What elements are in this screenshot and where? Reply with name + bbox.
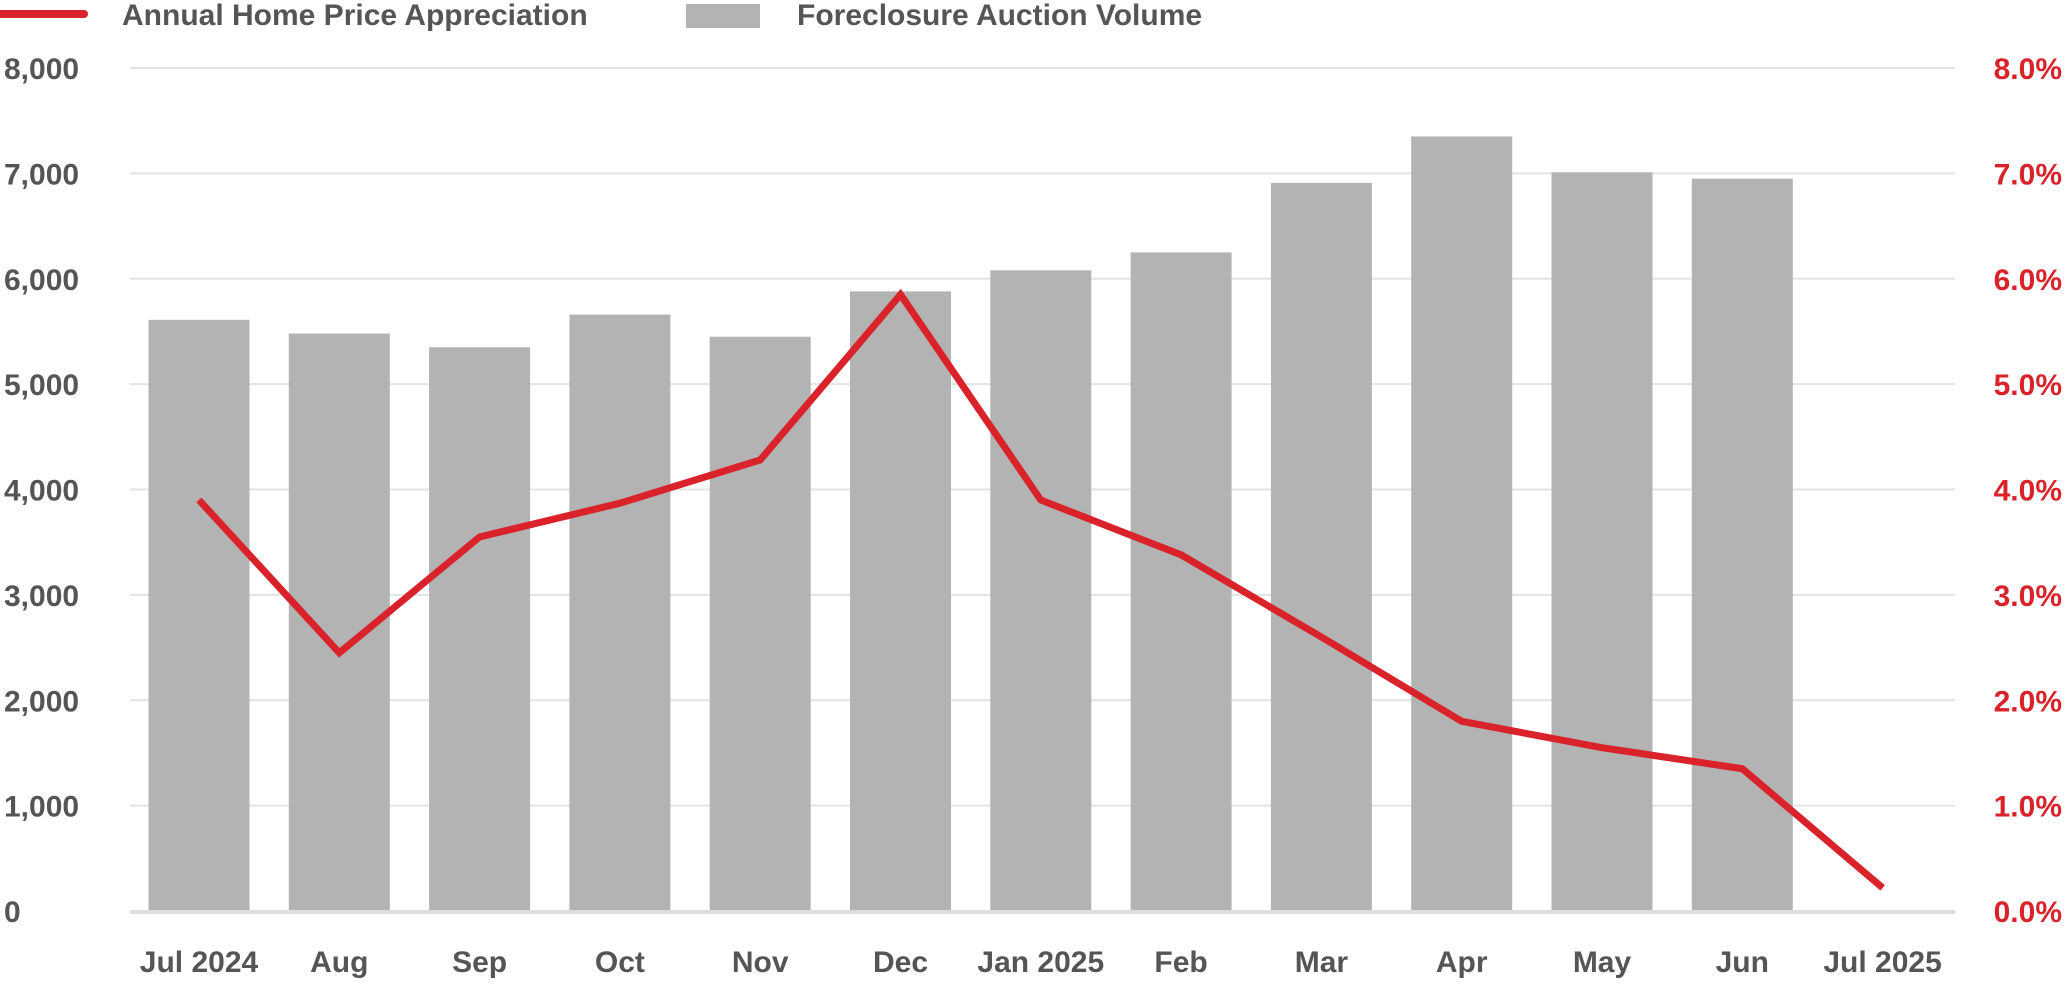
right-tick-label: 5.0% (1994, 369, 2062, 402)
bar (850, 291, 951, 911)
right-tick-label: 1.0% (1994, 791, 2062, 824)
line-point (198, 499, 200, 501)
x-axis-ticks: Jul 2024 Aug Sep Oct Nov Dec Jan 2025 Feb Mar Apr… (140, 946, 1942, 979)
x-tick-label: Oct (595, 946, 645, 979)
x-tick-label: Mar (1295, 946, 1349, 979)
left-tick-label: 7,000 (4, 158, 79, 191)
line-point (1741, 768, 1743, 770)
line-point (1180, 554, 1182, 556)
x-tick-label: Jul 2025 (1823, 946, 1941, 979)
right-tick-label: 3.0% (1994, 580, 2062, 613)
bar (1411, 136, 1513, 911)
bar-series (148, 136, 1793, 912)
x-tick-label: Apr (1436, 946, 1488, 979)
left-tick-label: 6,000 (4, 264, 79, 297)
bar (429, 347, 531, 911)
bar (1691, 178, 1793, 912)
left-tick-label: 0 (4, 896, 21, 929)
right-tick-label: 4.0% (1994, 475, 2062, 508)
legend-label-line: Annual Home Price Appreciation (122, 0, 588, 32)
left-tick-label: 2,000 (4, 685, 79, 718)
x-tick-label: Sep (452, 946, 507, 979)
line-point (1882, 887, 1884, 889)
legend-label-bar: Foreclosure Auction Volume (797, 0, 1202, 32)
line-series (196, 288, 1885, 891)
bar (148, 319, 250, 911)
right-tick-label: 0.0% (1994, 896, 2062, 929)
line-point (1320, 636, 1322, 638)
right-tick-label: 6.0% (1994, 264, 2062, 297)
right-tick-label: 8.0% (1994, 53, 2062, 86)
x-tick-label: Jun (1716, 946, 1769, 979)
left-tick-label: 3,000 (4, 580, 79, 613)
x-tick-label: Jan 2025 (977, 946, 1104, 979)
line-point (338, 652, 340, 654)
bar (709, 336, 811, 911)
line-point (900, 294, 901, 296)
left-tick-label: 5,000 (4, 369, 79, 402)
bar (1551, 172, 1653, 912)
line-point (759, 459, 761, 461)
left-tick-label: 8,000 (4, 53, 79, 86)
right-axis-ticks: 0.0% 1.0% 2.0% 3.0% 4.0% 5.0% 6.0% 7.0% 8.0% (1994, 53, 2062, 929)
legend: Annual Home Price Appreciation Foreclosur… (0, 0, 1202, 32)
bar (1130, 252, 1232, 911)
right-tick-label: 7.0% (1994, 158, 2062, 191)
bar (990, 270, 1092, 911)
bar (569, 314, 671, 911)
bar (1270, 182, 1372, 911)
line-point (1040, 499, 1042, 501)
x-tick-label: Dec (873, 946, 928, 979)
line-point (1601, 747, 1603, 749)
left-tick-label: 4,000 (4, 475, 79, 508)
x-tick-label: Feb (1154, 946, 1207, 979)
x-tick-label: Jul 2024 (140, 946, 259, 979)
x-tick-label: May (1573, 946, 1632, 979)
right-tick-label: 2.0% (1994, 685, 2062, 718)
left-axis-ticks: 0 1,000 2,000 3,000 4,000 5,000 6,000 7,000 8,00… (4, 53, 79, 929)
left-tick-label: 1,000 (4, 791, 79, 824)
x-tick-label: Aug (310, 946, 368, 979)
line-point (1461, 720, 1463, 722)
line-point (619, 502, 621, 504)
line-point (479, 536, 481, 538)
x-tick-label: Nov (732, 946, 789, 979)
legend-bar-swatch (686, 4, 760, 28)
